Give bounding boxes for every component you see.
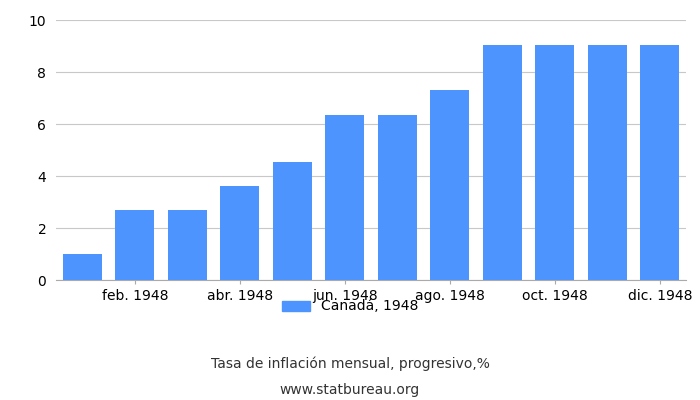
Bar (272, 162, 312, 280)
Bar (167, 210, 207, 280)
Text: Tasa de inflación mensual, progresivo,%: Tasa de inflación mensual, progresivo,% (211, 357, 489, 371)
Bar (377, 115, 417, 280)
Bar (115, 210, 155, 280)
Text: www.statbureau.org: www.statbureau.org (280, 383, 420, 397)
Bar (325, 115, 365, 280)
Bar (587, 45, 627, 280)
Bar (482, 45, 522, 280)
Legend: Canadá, 1948: Canadá, 1948 (276, 294, 424, 319)
Bar (430, 90, 470, 280)
Bar (535, 45, 575, 280)
Bar (220, 186, 260, 280)
Bar (62, 254, 102, 280)
Bar (640, 45, 680, 280)
